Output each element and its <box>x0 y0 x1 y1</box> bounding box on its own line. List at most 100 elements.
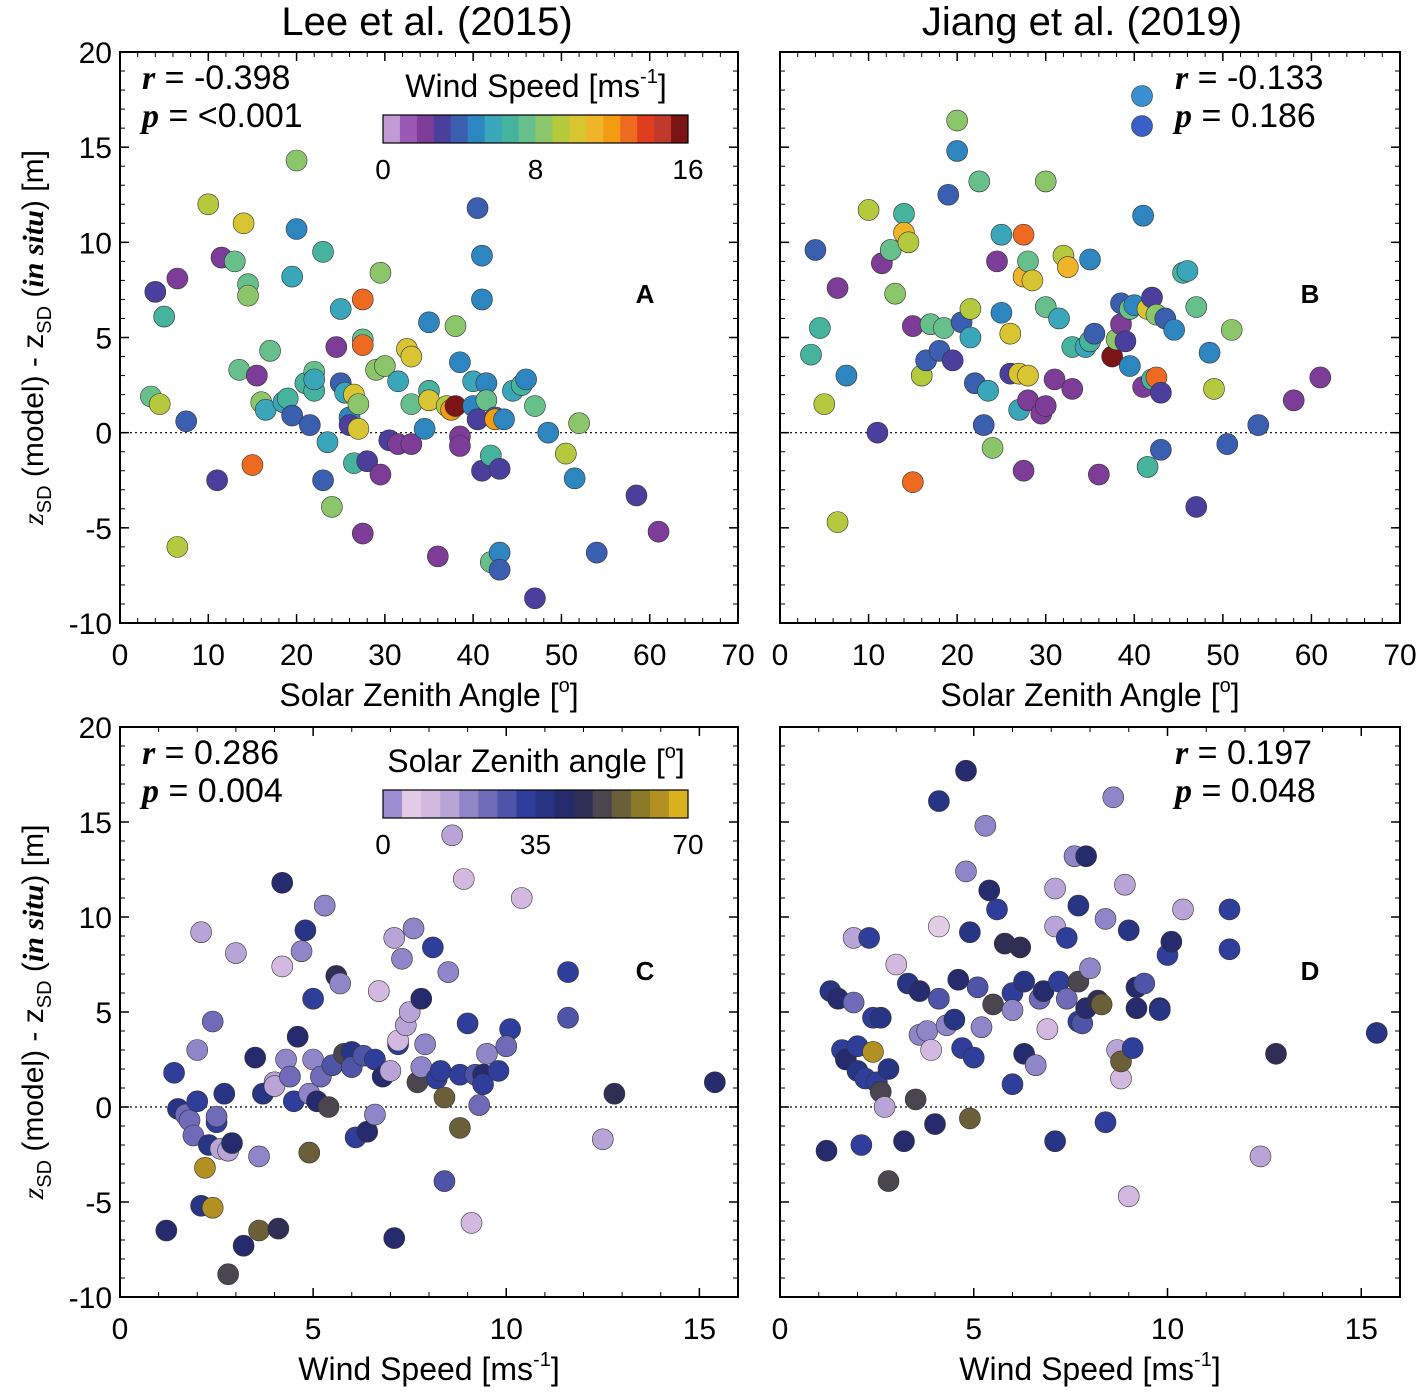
data-point <box>1045 1131 1066 1152</box>
data-point <box>960 298 981 319</box>
p-number: = 0.048 <box>1192 772 1316 810</box>
x-axis-label-part: Wind Speed [ms <box>959 1351 1194 1387</box>
r-symbol: r <box>142 735 156 772</box>
y-axis-label-part: SD <box>34 980 56 1008</box>
p-number: = <0.001 <box>159 97 303 135</box>
data-point <box>286 219 307 240</box>
x-axis-label-sup: -1 <box>1194 1349 1212 1371</box>
y-axis-label-part: (model) - z <box>17 1008 50 1160</box>
r-number: = -0.398 <box>155 59 290 97</box>
colorbar-tick: 70 <box>672 829 703 860</box>
data-point <box>1137 456 1158 477</box>
data-point <box>207 470 228 491</box>
data-point <box>947 140 968 161</box>
x-axis-label-part: ] <box>1231 677 1240 713</box>
data-point <box>1217 434 1238 455</box>
data-point <box>489 559 510 580</box>
data-point <box>1103 787 1124 808</box>
data-point <box>1013 224 1034 245</box>
y-axis-label-part: in situ <box>17 210 50 288</box>
y-axis-label-part: in situ <box>17 885 50 963</box>
y-tick-label: 10 <box>79 902 112 935</box>
p-symbol: p <box>1172 98 1192 135</box>
y-tick-label: 0 <box>95 418 112 451</box>
data-point <box>894 203 915 224</box>
data-point <box>352 335 373 356</box>
colorbar-title-sup: -1 <box>640 66 658 88</box>
y-axis-label-part: ( <box>17 962 50 980</box>
data-point <box>467 198 488 219</box>
data-point <box>330 973 351 994</box>
data-point <box>511 888 532 909</box>
colorbar-swatch <box>654 115 671 143</box>
colorbar-swatch <box>519 115 536 143</box>
data-point <box>145 281 166 302</box>
colorbar-swatch <box>383 115 400 143</box>
data-point <box>249 1146 270 1167</box>
colorbar-swatch <box>485 115 502 143</box>
p-number: = 0.186 <box>1192 97 1316 135</box>
data-point <box>471 245 492 266</box>
x-axis-label-sup: -1 <box>533 1349 551 1371</box>
data-point <box>295 920 316 941</box>
data-point <box>1013 460 1034 481</box>
y-axis-label-part: z <box>17 513 50 526</box>
y-axis-label-part: ) [m] <box>17 825 50 885</box>
data-point <box>1037 1019 1058 1040</box>
data-point <box>878 1171 899 1192</box>
data-point <box>1250 1146 1271 1167</box>
data-point <box>457 1013 478 1034</box>
x-axis-label-part: Solar Zenith Angle [ <box>940 677 1219 713</box>
data-point <box>558 962 579 983</box>
x-tick-label: 0 <box>112 639 129 672</box>
x-tick-label: 50 <box>545 639 578 672</box>
colorbar-swatch <box>497 790 517 818</box>
x-axis-label-part: Wind Speed [ms <box>298 1351 533 1387</box>
data-point <box>1000 323 1021 344</box>
data-point <box>206 1106 227 1127</box>
data-point <box>959 922 980 943</box>
panel-label: C <box>636 956 655 986</box>
data-point <box>851 1135 872 1156</box>
colorbar-tick: 8 <box>528 154 544 185</box>
data-point <box>167 536 188 557</box>
data-point <box>401 394 422 415</box>
colorbar-swatch <box>400 115 417 143</box>
data-point <box>991 302 1012 323</box>
data-point <box>233 1235 254 1256</box>
y-tick-label: 20 <box>79 712 112 745</box>
data-point <box>391 948 412 969</box>
colorbar-swatch <box>637 115 654 143</box>
data-point <box>942 350 963 371</box>
data-point <box>604 1083 625 1104</box>
data-point <box>313 470 334 491</box>
legend-dot <box>1132 86 1153 107</box>
data-point <box>272 872 293 893</box>
x-axis-label-part: ] <box>570 677 579 713</box>
data-point <box>843 992 864 1013</box>
data-point <box>242 455 263 476</box>
data-point <box>449 435 470 456</box>
x-axis-label-sup: o <box>1220 675 1231 697</box>
x-axis-label: Solar Zenith Angle [o] <box>279 675 578 713</box>
colorbar-swatch <box>536 790 556 818</box>
data-point <box>1126 998 1147 1019</box>
data-point <box>1164 319 1185 340</box>
data-point <box>956 760 977 781</box>
data-point <box>414 418 435 439</box>
data-point <box>1018 365 1039 386</box>
data-point <box>1091 994 1112 1015</box>
data-point <box>419 312 440 333</box>
data-point <box>1221 319 1242 340</box>
data-point <box>422 937 443 958</box>
col-title-left: Lee et al. (2015) <box>281 0 572 44</box>
data-point <box>1366 1022 1387 1043</box>
data-point <box>384 927 405 948</box>
data-point <box>434 1087 455 1108</box>
data-point <box>928 988 949 1009</box>
data-point <box>246 365 267 386</box>
data-point <box>430 1060 451 1081</box>
x-tick-label: 10 <box>852 639 885 672</box>
data-point <box>238 285 259 306</box>
data-point <box>1149 1000 1170 1021</box>
